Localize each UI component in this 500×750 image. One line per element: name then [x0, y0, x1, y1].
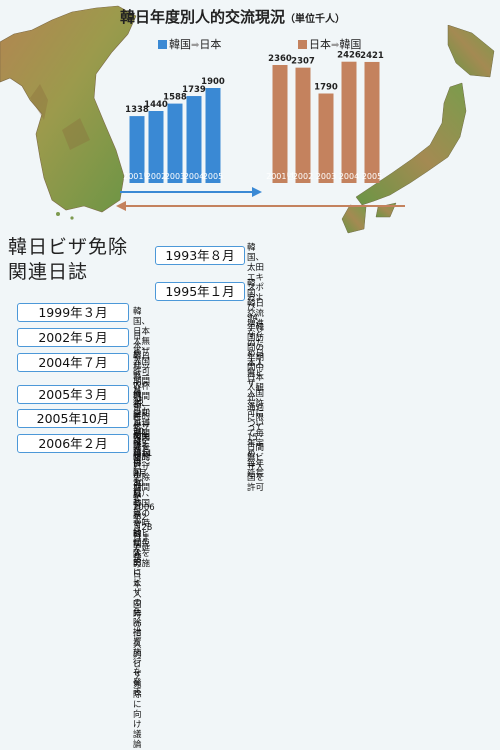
history-title: 韓日ビザ免除 関連日誌 — [8, 236, 129, 283]
history-date-badge: 2005年３月 — [17, 385, 129, 404]
bar-jk-4 — [364, 61, 380, 184]
history-date-badge: 2005年10月 — [17, 409, 129, 428]
tick-label-kj-1: 2002 — [146, 172, 166, 181]
tick-label-jk-3: 2004 — [339, 172, 359, 181]
data-label-jk-4: 2421 — [360, 51, 384, 61]
data-label-kj-3: 1739 — [182, 85, 206, 95]
arrow-head-right-icon — [252, 187, 262, 197]
data-label-jk-2: 1790 — [314, 83, 338, 93]
chart-title-text: 韓日年度別人的交流現況 — [120, 8, 286, 26]
bar-kj-4 — [205, 88, 221, 183]
data-label-kj-1: 1440 — [144, 100, 168, 110]
legend-jk-from: 日本 — [309, 38, 331, 51]
korea-map — [0, 5, 137, 220]
chart-title: 韓日年度別人的交流現況（単位千人） — [120, 6, 345, 27]
legend-japan-to-korea: 日本➡韓国 — [298, 36, 361, 52]
history-date-badge: 1999年３月 — [17, 303, 129, 322]
data-label-kj-2: 1588 — [163, 93, 187, 103]
data-label-kj-0: 1338 — [125, 105, 149, 115]
data-label-jk-3: 2426 — [337, 51, 361, 61]
arrow-right-icon: ➡ — [191, 40, 200, 51]
bar-kj-2 — [167, 103, 183, 183]
history-date-badge: 2004年７月 — [17, 353, 129, 372]
history-date-badge: 2002年５月 — [17, 328, 129, 347]
legend-kj-from: 韓国 — [169, 38, 191, 51]
tick-label-jk-0: 2001년 — [266, 171, 294, 181]
bar-jk-0 — [272, 65, 288, 183]
tick-label-kj-3: 2004 — [184, 172, 204, 181]
bar-chart: 1338 2001년 1440 2002 1588 2003 1739 2004 1900 200… — [116, 51, 405, 211]
stage: 韓日年度別人的交流現況（単位千人） 韓国➡日本 日本➡韓国 1338 2001년 1… — [0, 5, 495, 750]
tick-label-kj-2: 2003 — [165, 172, 185, 181]
history-text: 韓国、韓日交流増進などのため日本人無ビザ 入国を許可について毎年定め、毎年延長 — [247, 279, 265, 479]
history-date-badge: 1995年１月 — [155, 282, 245, 301]
data-label-jk-1: 2307 — [291, 57, 315, 67]
legend-swatch-brown — [298, 40, 307, 49]
bar-kj-0 — [129, 116, 145, 183]
tick-label-kj-4: 2005 — [203, 172, 223, 181]
tick-label-jk-2: 2003 — [316, 172, 336, 181]
history-text: 韓国、日本人無ビザ入国許可期間を15日から30日に延長 — [133, 307, 151, 457]
chart-unit: （単位千人） — [285, 14, 346, 25]
arrow-right-icon: ➡ — [331, 40, 340, 51]
tick-label-jk-1: 2002 — [293, 172, 313, 181]
japan-map — [341, 25, 495, 234]
history-date-badge: 1993年８月 — [155, 246, 245, 265]
bar-jk-3 — [341, 61, 357, 184]
legend-kj-to: 日本 — [199, 38, 222, 51]
arrow-head-left-icon — [116, 201, 126, 211]
legend-jk-to: 韓国 — [339, 38, 362, 51]
legend-swatch-blue — [158, 40, 167, 49]
legend-korea-to-japan: 韓国➡日本 — [158, 36, 221, 52]
history-text: 日本、韓日サッカーW杯期間中一時的ビザの免除を実施 — [133, 332, 151, 462]
bar-kj-1 — [148, 111, 164, 183]
bar-kj-3 — [186, 96, 202, 183]
data-label-jk-0: 2360 — [268, 54, 292, 64]
bar-jk-2 — [318, 93, 334, 183]
tick-label-kj-0: 2001년 — [123, 171, 151, 181]
history-text: 韓日両国3月1日から恒久的にビザの免除措置施行を発表 — [133, 438, 142, 698]
history-date-badge: 2006年２月 — [17, 434, 129, 453]
bar-jk-1 — [295, 67, 311, 183]
tick-label-jk-4: 2005 — [362, 172, 382, 181]
data-label-kj-4: 1900 — [201, 77, 225, 87]
